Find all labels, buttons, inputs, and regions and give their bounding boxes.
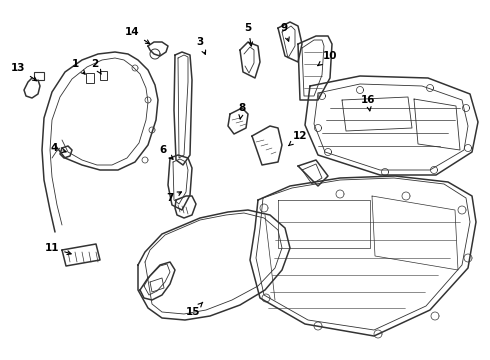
- Text: 12: 12: [289, 131, 307, 146]
- Text: 9: 9: [280, 23, 289, 41]
- Bar: [86, 73, 94, 83]
- Text: 10: 10: [318, 51, 337, 66]
- Text: 2: 2: [91, 59, 101, 74]
- Text: 11: 11: [45, 243, 71, 255]
- Text: 6: 6: [159, 145, 173, 159]
- Text: 3: 3: [196, 37, 206, 54]
- Text: 4: 4: [50, 143, 66, 153]
- Text: 15: 15: [186, 302, 203, 317]
- Bar: [100, 71, 107, 80]
- Text: 5: 5: [245, 23, 252, 46]
- Text: 14: 14: [124, 27, 149, 44]
- Bar: [34, 72, 44, 80]
- Text: 7: 7: [166, 192, 181, 203]
- Text: 8: 8: [238, 103, 245, 119]
- Text: 16: 16: [361, 95, 375, 111]
- Text: 1: 1: [72, 59, 85, 74]
- Text: 13: 13: [11, 63, 37, 81]
